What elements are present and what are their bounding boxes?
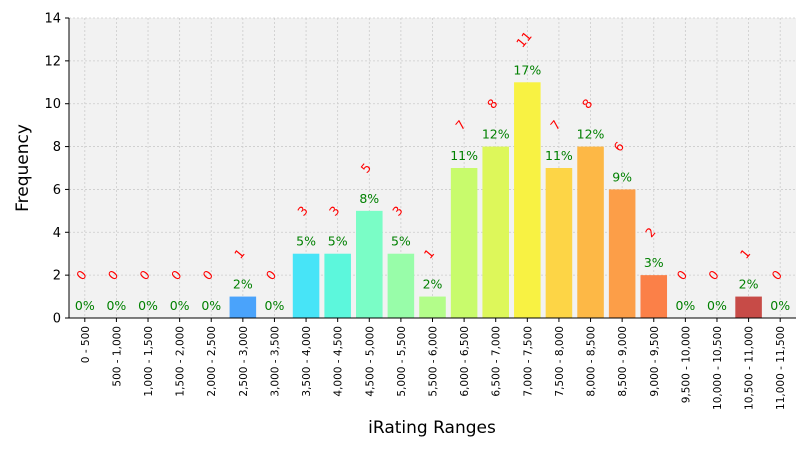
x-tick-label: 1,000 - 1,500: [143, 326, 155, 397]
percent-label: 2%: [739, 277, 759, 292]
bar: [450, 168, 478, 318]
x-tick-label: 11,000 - 11,500: [775, 326, 787, 410]
x-tick-label: 4,500 - 5,000: [364, 326, 376, 397]
x-tick-label: 0 - 500: [80, 326, 92, 363]
x-tick-label: 3,500 - 4,000: [301, 326, 313, 397]
x-tick-label: 500 - 1,000: [111, 326, 123, 387]
bar: [356, 210, 383, 318]
percent-label: 0%: [707, 298, 727, 313]
x-tick-label: 6,000 - 6,500: [459, 326, 471, 397]
y-tick-label: 8: [53, 140, 61, 155]
x-tick-label: 7,500 - 8,000: [554, 326, 566, 397]
x-axis-title: iRating Ranges: [368, 418, 496, 438]
y-tick-label: 10: [44, 97, 61, 112]
y-tick-label: 0: [53, 312, 61, 327]
bar: [229, 296, 257, 318]
x-tick-label: 5,000 - 5,500: [396, 326, 408, 397]
percent-label: 11%: [545, 148, 573, 163]
percent-label: 5%: [296, 234, 316, 249]
bar: [577, 146, 604, 318]
percent-label: 0%: [138, 298, 158, 313]
bar: [640, 275, 668, 318]
y-axis-title: Frequency: [13, 124, 33, 212]
bar: [514, 82, 541, 319]
y-tick-label: 12: [44, 54, 61, 69]
x-tick-label: 8,500 - 9,000: [617, 326, 629, 397]
percent-label: 0%: [265, 298, 285, 313]
percent-label: 0%: [770, 298, 790, 313]
bar: [387, 253, 415, 318]
bar: [419, 296, 446, 318]
x-tick-label: 8,000 - 8,500: [586, 326, 598, 397]
y-tick-label: 6: [53, 183, 61, 198]
percent-label: 0%: [75, 298, 95, 313]
x-tick-label: 9,000 - 9,500: [649, 326, 661, 397]
x-tick-label: 1,500 - 2,000: [175, 326, 187, 397]
percent-label: 11%: [450, 148, 478, 163]
x-tick-label: 2,000 - 2,500: [206, 326, 218, 397]
bar: [324, 253, 351, 318]
percent-label: 5%: [328, 234, 348, 249]
x-tick-label: 9,500 - 10,000: [680, 326, 692, 403]
percent-label: 12%: [577, 127, 605, 142]
percent-label: 0%: [201, 298, 221, 313]
percent-label: 9%: [612, 169, 632, 184]
bar: [608, 189, 636, 318]
bar: [292, 253, 320, 318]
x-tick-label: 3,000 - 3,500: [269, 326, 281, 397]
x-tick-label: 6,500 - 7,000: [491, 326, 503, 397]
bar: [545, 168, 573, 318]
bar: [735, 296, 762, 318]
bars: [229, 82, 762, 319]
x-tick-label: 7,000 - 7,500: [522, 326, 534, 397]
percent-label: 2%: [423, 277, 443, 292]
axes: 0 2 4 6 8 10 12 14 0 - 500 500 - 1,000 1,000 - 1,5…: [44, 12, 796, 410]
bar: [482, 146, 509, 318]
percent-label: 2%: [233, 277, 253, 292]
y-tick-label: 4: [53, 226, 61, 241]
x-tick-label: 10,000 - 10,500: [712, 326, 724, 410]
y-tick-label: 2: [53, 269, 61, 284]
x-tick-label: 4,000 - 4,500: [333, 326, 345, 397]
percent-label: 8%: [359, 191, 379, 206]
x-tick-label: 10,500 - 11,000: [744, 326, 756, 410]
percent-label: 0%: [106, 298, 126, 313]
percent-label: 3%: [644, 255, 664, 270]
percent-label: 5%: [391, 234, 411, 249]
percent-label: 12%: [482, 127, 510, 142]
y-tick-label: 14: [44, 12, 61, 27]
x-tick-label: 2,500 - 3,000: [238, 326, 250, 397]
x-tick-label: 5,500 - 6,000: [428, 326, 440, 397]
percent-label: 17%: [513, 62, 541, 77]
percent-label: 0%: [675, 298, 695, 313]
percent-label: 0%: [170, 298, 190, 313]
